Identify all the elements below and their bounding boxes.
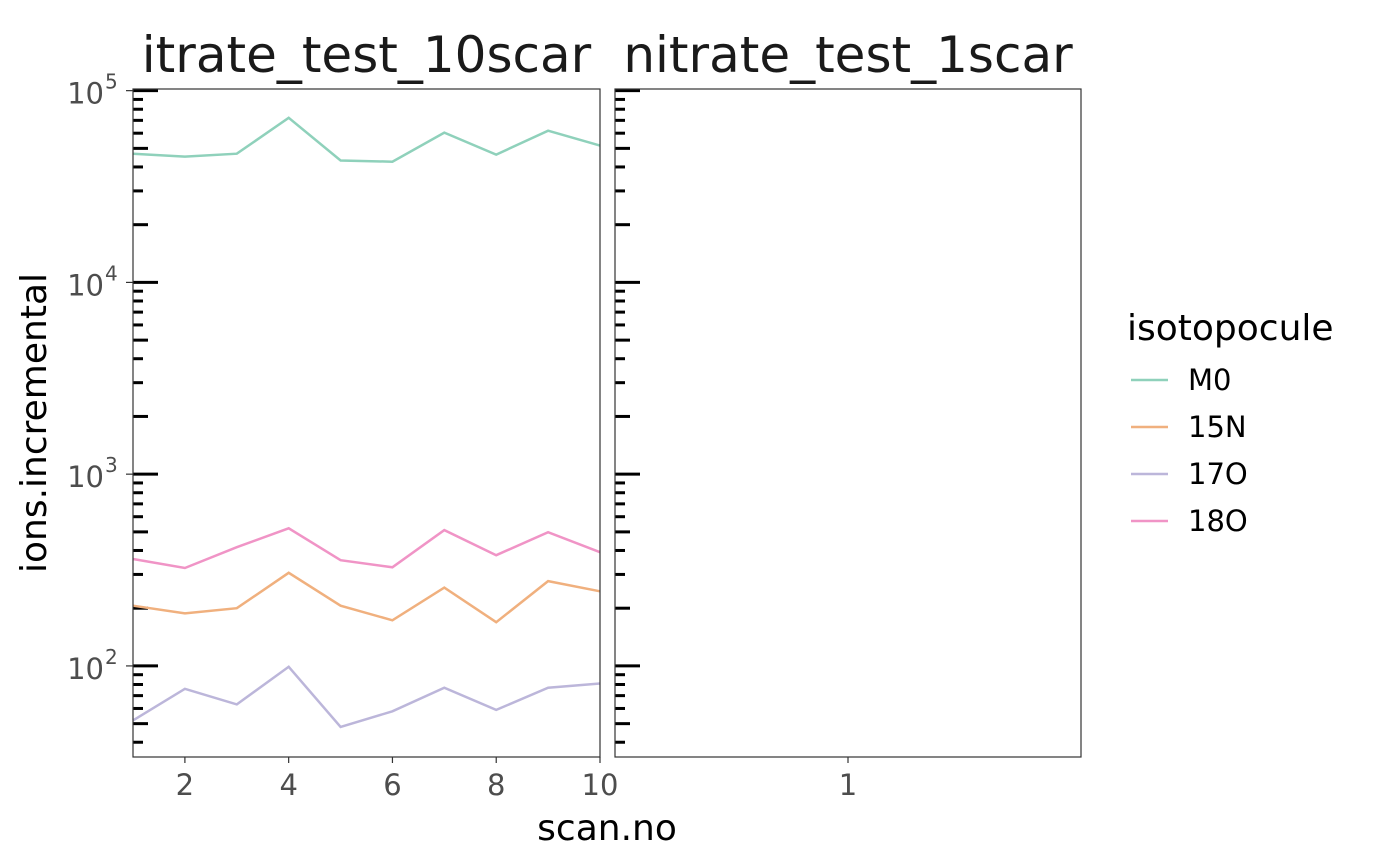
x-tick-label: 10 bbox=[582, 768, 619, 802]
x-tick-label: 8 bbox=[487, 768, 505, 802]
legend: isotopocule M0 15N 17O 18O bbox=[1127, 308, 1334, 538]
svg-text:10: 10 bbox=[67, 460, 104, 494]
x-tick-label: 1 bbox=[839, 768, 857, 802]
svg-text:10: 10 bbox=[67, 77, 104, 111]
series-line-15N bbox=[132, 571, 601, 624]
svg-text:10: 10 bbox=[67, 268, 104, 302]
legend-label: 17O bbox=[1188, 457, 1248, 491]
y-axis-title: ions.incremental bbox=[14, 273, 55, 573]
panel-title: itrate_test_10scar bbox=[142, 26, 592, 84]
panel-border bbox=[614, 88, 1082, 758]
x-tick-label: 2 bbox=[176, 768, 194, 802]
y-tick-label: 10 4 bbox=[67, 261, 133, 302]
y-tick-label: 10 5 bbox=[67, 70, 133, 111]
svg-text:2: 2 bbox=[105, 645, 118, 669]
legend-item-18O: 18O bbox=[1131, 504, 1248, 538]
svg-text:4: 4 bbox=[105, 261, 118, 285]
svg-text:5: 5 bbox=[105, 70, 118, 94]
x-tick-label: 4 bbox=[279, 768, 297, 802]
svg-text:10: 10 bbox=[67, 652, 104, 686]
legend-label: M0 bbox=[1188, 363, 1231, 397]
panel-border bbox=[132, 88, 601, 758]
panel-title: nitrate_test_1scar bbox=[623, 26, 1073, 84]
x-tick-label: 6 bbox=[383, 768, 401, 802]
legend-label: 15N bbox=[1188, 410, 1247, 444]
svg-text:3: 3 bbox=[105, 453, 118, 477]
series-line-18O bbox=[132, 526, 601, 570]
panel-1: itrate_test_10scar 2 4 6 8 10 bbox=[132, 26, 619, 802]
legend-label: 18O bbox=[1188, 504, 1248, 538]
panel-2: nitrate_test_1scar 1 bbox=[614, 26, 1082, 802]
legend-item-17O: 17O bbox=[1131, 457, 1248, 491]
legend-item-15N: 15N bbox=[1131, 410, 1247, 444]
series-line-M0 bbox=[132, 116, 601, 163]
x-axis-title: scan.no bbox=[537, 808, 677, 849]
y-tick-label: 10 3 bbox=[67, 453, 133, 494]
legend-title: isotopocule bbox=[1127, 308, 1334, 349]
y-tick-label: 10 2 bbox=[67, 645, 133, 686]
series-line-17O bbox=[132, 665, 601, 729]
legend-item-M0: M0 bbox=[1131, 363, 1231, 397]
